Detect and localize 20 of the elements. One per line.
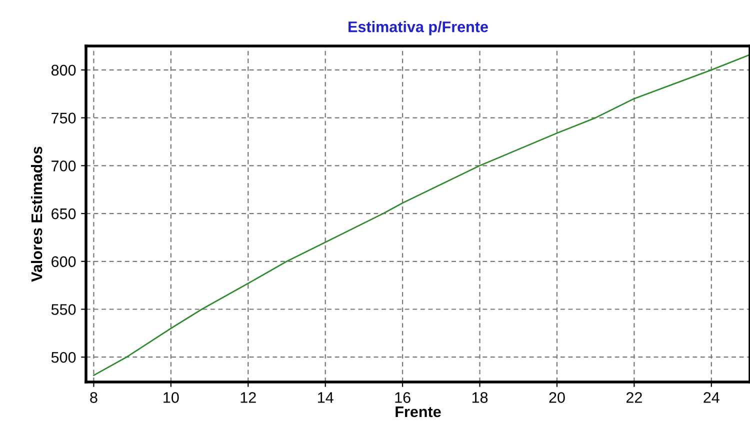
x-axis-title: Frente bbox=[396, 406, 441, 418]
chart-title: Estimativa p/Frente bbox=[348, 21, 488, 36]
x-tick-label: 12 bbox=[240, 392, 256, 403]
line-series bbox=[93, 54, 750, 376]
y-tick-label: 550 bbox=[51, 304, 76, 315]
y-tick-label: 500 bbox=[51, 352, 76, 363]
x-tick-label: 24 bbox=[704, 392, 720, 403]
x-tick-label: 20 bbox=[549, 392, 565, 403]
y-axis-title: Valores Estimados bbox=[30, 146, 42, 282]
x-tick-label: 14 bbox=[318, 392, 334, 403]
x-tick-label: 10 bbox=[164, 392, 179, 403]
y-tick-label: 600 bbox=[52, 256, 76, 268]
y-tick-label: 800 bbox=[51, 64, 76, 76]
y-tick-label: 700 bbox=[52, 160, 76, 172]
x-tick-label: 8 bbox=[90, 392, 98, 403]
x-tick-label: 18 bbox=[472, 392, 488, 403]
x-tick-label: 16 bbox=[395, 392, 410, 403]
y-tick-label: 750 bbox=[52, 112, 76, 124]
y-tick-label: 650 bbox=[52, 208, 76, 220]
x-tick-label: 22 bbox=[626, 392, 642, 403]
